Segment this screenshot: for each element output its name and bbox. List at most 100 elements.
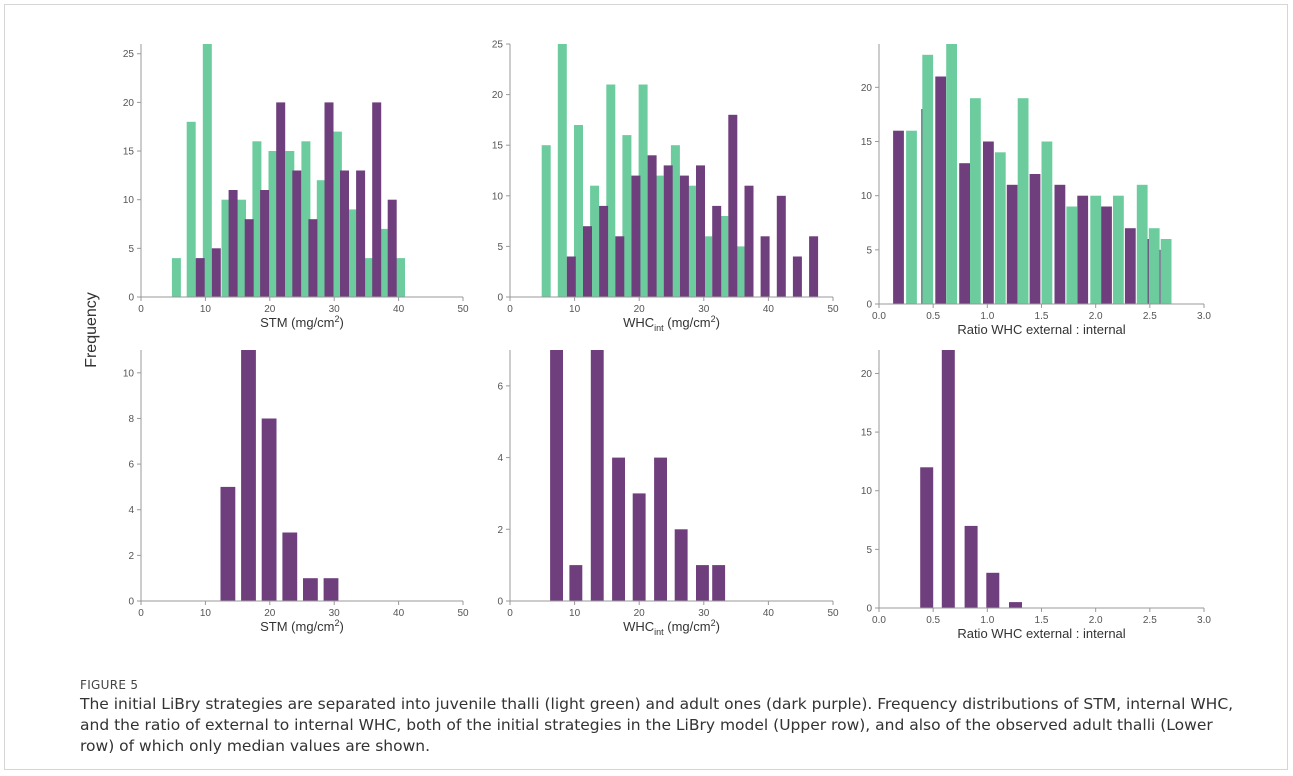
chart-panel-4: 0 10 20 30 40 50 0 2 4 6 8 10 STM (mg/cm2) [123,350,469,634]
x-tick-label: 40 [763,304,775,315]
bar-adult [792,256,802,297]
bar-adult [1029,174,1041,304]
bar-adult [647,155,657,297]
x-tick-label: 1.5 [1035,311,1049,322]
x-axis-label: Ratio WHC external : internal [957,626,1125,641]
bar-adult [631,175,641,297]
bar-adult [303,578,318,601]
bar-juvenile [638,84,648,297]
bar-adult [220,486,236,601]
y-tick-label: 10 [123,368,135,379]
x-tick-label: 50 [827,304,839,315]
x-axis-label: STM (mg/cm2) [260,618,344,634]
bar-juvenile [970,98,981,304]
y-tick-label: 5 [497,242,503,253]
bar-juvenile [994,152,1006,304]
y-tick-label: 10 [861,191,873,202]
x-tick-label: 10 [569,608,581,619]
bar-juvenile [1148,228,1160,304]
bar-adult [566,256,576,297]
y-tick-label: 4 [128,505,134,516]
bar-adult [276,102,286,298]
x-tick-label: 0.0 [872,311,886,322]
y-tick-label: 15 [861,137,873,148]
bar-adult [654,457,667,601]
bar-adult [712,205,722,297]
bar-adult [1077,195,1089,304]
bar-adult [260,190,270,297]
x-tick-label: 20 [264,608,276,619]
bar-juvenile [719,216,729,297]
bar-adult [228,190,238,297]
y-tick-label: 0 [866,300,872,311]
bar-juvenile [606,84,616,297]
frequency-y-label: Frequency [83,292,100,368]
y-tick-label: 6 [497,381,503,392]
x-tick-label: 50 [457,304,469,315]
bar-adult [615,236,625,297]
x-tick-label: 3.0 [1197,311,1211,322]
x-tick-label: 0 [138,304,144,315]
y-tick-label: 15 [492,141,504,152]
bar-juvenile [221,199,231,297]
x-tick-label: 30 [329,608,341,619]
bar-adult [809,236,819,297]
x-tick-label: 0 [507,608,513,619]
bar-adult [1054,184,1066,304]
x-tick-label: 30 [698,304,710,315]
x-tick-label: 30 [329,304,341,315]
chart-panel-2: 0 10 20 30 40 50 0 5 10 15 20 25 WHCint (mg/cm2) [492,40,839,334]
chart-panel-1: 0 10 20 30 40 50 0 5 10 15 20 25 STM (mg/cm2) [123,44,469,330]
bar-juvenile [252,141,262,297]
bar-juvenile [379,228,389,297]
bar-juvenile [703,236,713,297]
y-tick-label: 0 [497,293,503,304]
bar-adult [261,418,277,601]
bar-juvenile [396,258,405,297]
x-tick-label: 0 [138,608,144,619]
bar-adult [935,76,947,304]
x-tick-label: 30 [698,608,710,619]
bar-adult [211,248,221,297]
bar-adult [1101,206,1112,304]
x-tick-label: 10 [200,304,212,315]
bar-adult [356,170,366,297]
x-axis-label: STM (mg/cm2) [260,314,344,330]
bar-adult [372,102,382,298]
x-axis-label: WHCint (mg/cm2) [623,314,720,333]
y-tick-label: 0 [128,597,134,608]
y-tick-label: 15 [861,428,873,439]
bar-juvenile [1136,184,1148,304]
bar-juvenile [922,54,934,304]
bar-adult [760,236,770,297]
bar-juvenile [1066,206,1078,304]
x-tick-label: 2.0 [1089,311,1103,322]
bar-juvenile [735,246,745,297]
bar-juvenile [654,175,664,297]
figure-label: FIGURE 5 [80,678,139,692]
bar-adult [696,565,709,601]
x-tick-label: 50 [827,608,839,619]
bar-adult [195,258,205,297]
y-tick-label: 0 [866,604,872,615]
y-tick-label: 8 [128,414,134,425]
bar-adult [674,529,688,601]
y-tick-label: 10 [123,195,135,206]
bar-juvenile [237,199,246,297]
x-tick-label: 40 [393,304,405,315]
x-tick-label: 1.0 [980,311,994,322]
bar-juvenile [285,151,295,297]
bar-adult [632,493,646,601]
chart-panel-6: 0.0 0.5 1.0 1.5 2.0 2.5 3.0 0 5 10 15 20 Ratio WHC e… [861,350,1211,641]
bar-juvenile [268,151,278,297]
bar-adult [282,532,298,601]
x-tick-label: 10 [569,304,581,315]
x-tick-label: 40 [393,608,405,619]
bar-adult [920,467,934,608]
x-tick-label: 1.5 [1035,615,1049,626]
bar-juvenile [332,131,342,297]
bar-adult [599,205,609,297]
x-tick-label: 0 [507,304,513,315]
bar-juvenile [186,121,196,297]
bar-adult [590,350,604,601]
